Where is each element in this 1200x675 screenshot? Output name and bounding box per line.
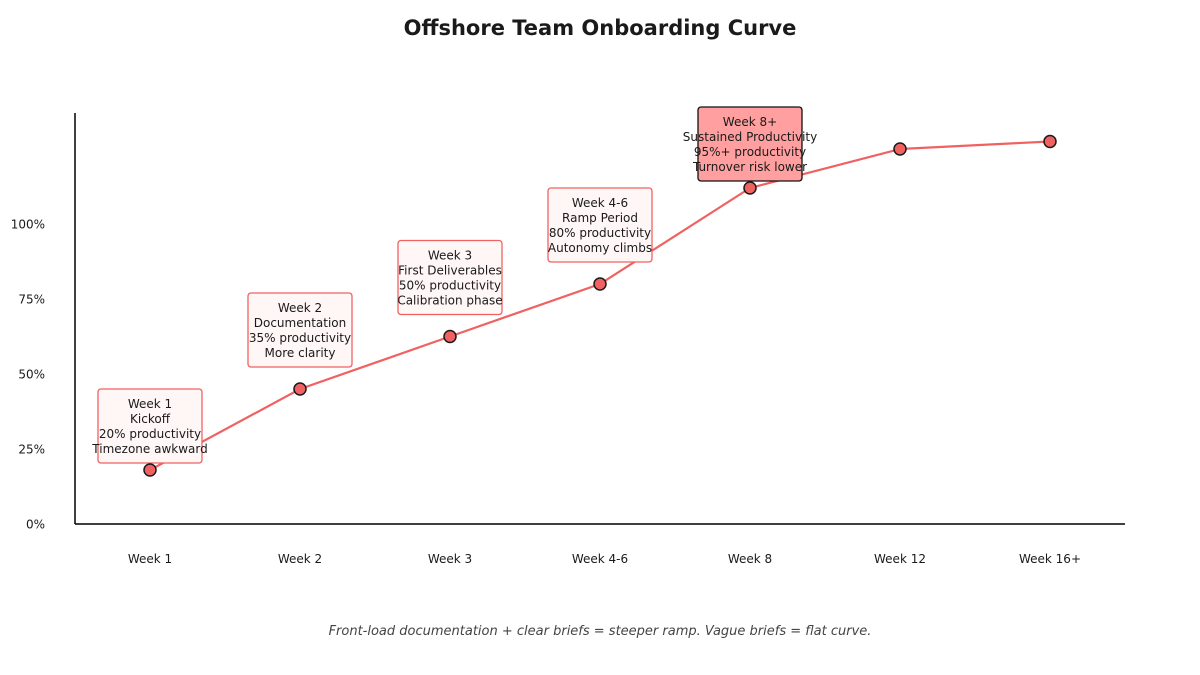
data-point	[143, 463, 157, 477]
annotation-box	[397, 239, 503, 316]
annotation-text: Autonomy climbs	[548, 241, 652, 255]
annotation-text: 50% productivity	[399, 279, 501, 293]
x-tick-label: Week 8	[728, 552, 772, 566]
data-point	[443, 329, 457, 344]
annotation-text: Documentation	[254, 316, 347, 330]
annotation-text: Week 8+	[723, 115, 777, 129]
annotation-text: Kickoff	[130, 412, 171, 426]
data-point	[593, 277, 607, 291]
annotation-text: First Deliverables	[398, 264, 502, 278]
chart-title: Offshore Team Onboarding Curve	[403, 16, 797, 40]
annotation-text: More clarity	[265, 346, 336, 360]
y-tick-label: 25%	[18, 443, 45, 457]
annotation-text: Sustained Productivity	[683, 130, 817, 144]
x-tick-label: Week 3	[428, 552, 472, 566]
annotation-text: 95%+ productivity	[694, 145, 806, 159]
annotation-box	[547, 187, 653, 263]
annotation-box	[697, 106, 803, 182]
annotation-text: Week 3	[428, 249, 472, 263]
y-tick-label: 50%	[18, 368, 45, 382]
data-point	[743, 181, 757, 195]
annotation-text: 80% productivity	[549, 226, 651, 240]
x-tick-label: Week 4-6	[572, 552, 628, 566]
y-tick-label: 75%	[18, 293, 45, 307]
annotation-text: 35% productivity	[249, 331, 351, 345]
data-point	[893, 142, 907, 156]
x-tick-label: Week 12	[874, 552, 926, 566]
annotation-text: 20% productivity	[99, 427, 201, 441]
y-tick-label: 100%	[11, 218, 45, 232]
annotation-text: Ramp Period	[562, 211, 638, 225]
data-point	[293, 382, 307, 396]
annotation-text: Week 2	[278, 301, 322, 315]
annotation-text: Turnover risk lower	[692, 160, 807, 174]
chart-caption: Front-load documentation + clear briefs …	[328, 624, 872, 639]
y-tick-label: 0%	[26, 518, 45, 532]
annotation-box	[247, 292, 353, 368]
x-tick-label: Week 16+	[1019, 552, 1081, 566]
x-tick-label: Week 2	[278, 552, 322, 566]
x-tick-label: Week 1	[128, 552, 172, 566]
annotation-text: Calibration phase	[397, 294, 502, 308]
annotation-box	[97, 388, 203, 464]
annotation-text: Timezone awkward	[91, 442, 207, 456]
data-point	[1043, 134, 1057, 149]
annotation-text: Week 4-6	[572, 196, 628, 210]
annotation-text: Week 1	[128, 397, 172, 411]
